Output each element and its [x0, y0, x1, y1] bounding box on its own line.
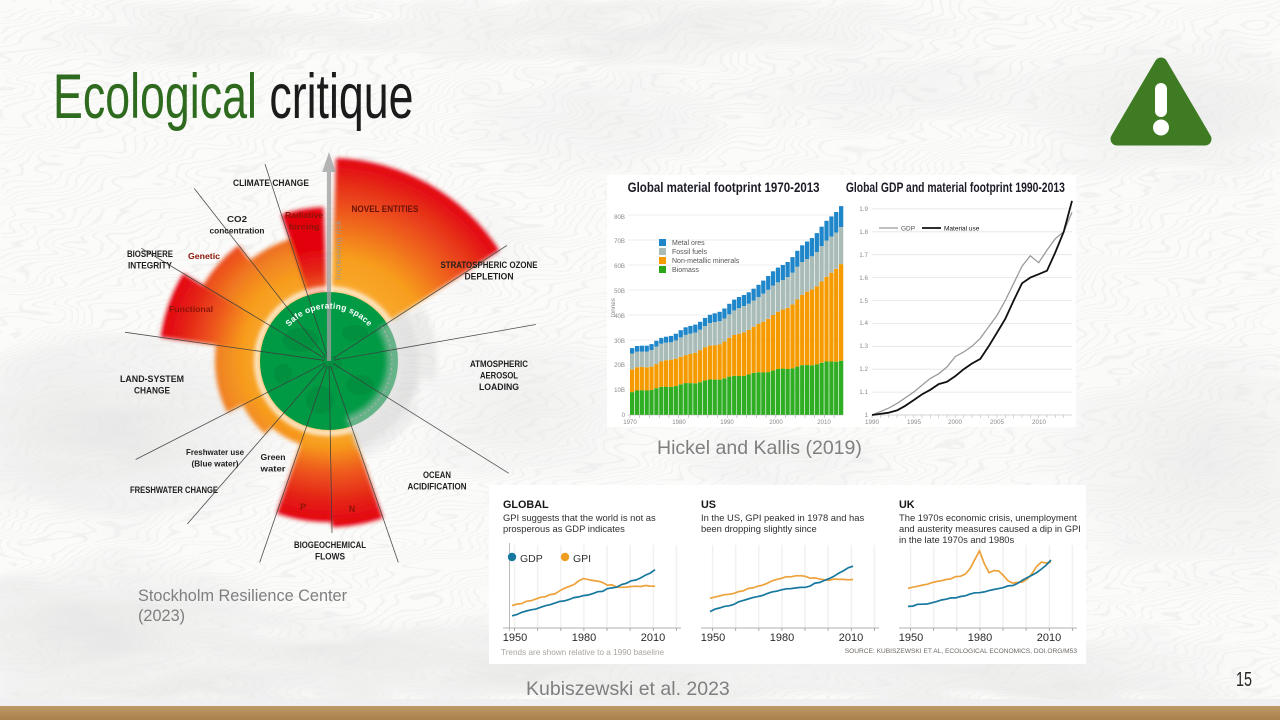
- svg-text:1.6: 1.6: [859, 275, 868, 282]
- svg-text:1950: 1950: [701, 632, 725, 644]
- svg-text:and austerity measures caused: and austerity measures caused a dip in G…: [899, 523, 1081, 534]
- svg-text:LAND-SYSTEM: LAND-SYSTEM: [120, 374, 184, 384]
- svg-text:2010: 2010: [839, 632, 863, 644]
- svg-text:1.9: 1.9: [859, 206, 868, 213]
- svg-text:CHANGE: CHANGE: [134, 386, 170, 396]
- svg-text:2000: 2000: [948, 419, 963, 426]
- svg-text:been dropping slightly since: been dropping slightly since: [701, 523, 817, 534]
- svg-text:1.3: 1.3: [859, 343, 868, 350]
- svg-text:1.8: 1.8: [859, 229, 868, 236]
- svg-text:Freshwater use: Freshwater use: [186, 448, 244, 457]
- svg-text:2000: 2000: [769, 419, 783, 426]
- svg-text:Material use: Material use: [944, 226, 980, 233]
- svg-text:1.5: 1.5: [859, 298, 868, 305]
- svg-text:ATMOSPHERIC: ATMOSPHERIC: [470, 359, 529, 369]
- svg-text:Global GDP and material footpr: Global GDP and material footprint 1990-2…: [846, 180, 1065, 196]
- svg-text:Radiative: Radiative: [285, 211, 323, 220]
- svg-text:US: US: [701, 499, 716, 511]
- svg-text:GLOBAL: GLOBAL: [503, 499, 549, 511]
- svg-text:1980: 1980: [968, 632, 992, 644]
- svg-text:20B: 20B: [614, 362, 625, 369]
- svg-text:CLIMATE CHANGE: CLIMATE CHANGE: [233, 178, 309, 188]
- svg-text:30B: 30B: [614, 338, 625, 345]
- svg-text:2010: 2010: [817, 419, 831, 426]
- svg-text:2010: 2010: [1032, 419, 1047, 426]
- svg-text:NOVEL ENTITIES: NOVEL ENTITIES: [352, 204, 419, 214]
- svg-text:BIOSPHERE: BIOSPHERE: [127, 249, 173, 259]
- svg-text:The 1970s economic crisis, une: The 1970s economic crisis, unemployment: [899, 512, 1077, 523]
- svg-text:LOADING: LOADING: [479, 382, 519, 392]
- svg-text:SOURCE: KUBISZEWSKI ET AL, ECO: SOURCE: KUBISZEWSKI ET AL, ECOLOGICAL EC…: [845, 648, 1078, 655]
- svg-text:forcing: forcing: [289, 223, 320, 232]
- svg-text:10B: 10B: [614, 387, 625, 394]
- svg-text:in the late 1970s and 1980s: in the late 1970s and 1980s: [899, 534, 1015, 545]
- svg-text:P: P: [300, 502, 306, 512]
- svg-text:1: 1: [864, 412, 868, 419]
- svg-text:GPI suggests that the world is: GPI suggests that the world is not as: [503, 512, 656, 523]
- svg-text:In the US, GPI peaked in 1978: In the US, GPI peaked in 1978 and has: [701, 512, 864, 523]
- svg-text:1990: 1990: [720, 419, 734, 426]
- svg-text:0: 0: [622, 412, 626, 419]
- svg-text:40B: 40B: [614, 313, 625, 320]
- svg-text:prosperous as GDP indicates: prosperous as GDP indicates: [503, 523, 625, 534]
- svg-text:1980: 1980: [672, 419, 686, 426]
- svg-text:1980: 1980: [770, 632, 794, 644]
- svg-text:concentration: concentration: [210, 227, 265, 236]
- svg-text:50B: 50B: [614, 288, 625, 295]
- svg-text:1.1: 1.1: [859, 389, 868, 396]
- svg-text:70B: 70B: [614, 238, 625, 245]
- svg-text:1995: 1995: [907, 419, 922, 426]
- svg-text:GPI: GPI: [573, 553, 591, 565]
- svg-text:2005: 2005: [990, 419, 1005, 426]
- svg-text:GDP: GDP: [901, 226, 915, 233]
- svg-text:Green: Green: [261, 453, 286, 462]
- svg-text:BIOGEOCHEMICAL: BIOGEOCHEMICAL: [294, 540, 367, 550]
- svg-text:INTEGRITY: INTEGRITY: [128, 261, 172, 271]
- svg-text:Genetic: Genetic: [188, 252, 220, 261]
- svg-text:Metal ores: Metal ores: [672, 240, 705, 247]
- svg-text:OCEAN: OCEAN: [423, 470, 451, 480]
- svg-text:Non-metallic minerals: Non-metallic minerals: [672, 258, 740, 265]
- svg-text:tonnes: tonnes: [610, 298, 617, 317]
- svg-text:(Blue water): (Blue water): [192, 460, 239, 469]
- svg-text:FRESHWATER CHANGE: FRESHWATER CHANGE: [130, 485, 218, 495]
- svg-text:1970: 1970: [623, 419, 637, 426]
- svg-text:GDP: GDP: [520, 553, 543, 565]
- svg-text:1980: 1980: [572, 632, 596, 644]
- svg-text:STRATOSPHERIC OZONE: STRATOSPHERIC OZONE: [441, 260, 538, 270]
- svg-text:N: N: [349, 504, 355, 514]
- svg-text:Global material footprint 1970: Global material footprint 1970-2013: [628, 180, 820, 195]
- svg-text:Fossil fuels: Fossil fuels: [672, 249, 708, 256]
- svg-text:2010: 2010: [1037, 632, 1061, 644]
- svg-text:UK: UK: [899, 499, 915, 511]
- svg-text:2010: 2010: [641, 632, 665, 644]
- svg-text:1990: 1990: [865, 419, 880, 426]
- svg-text:1950: 1950: [899, 632, 923, 644]
- svg-text:1.4: 1.4: [859, 320, 868, 327]
- svg-text:1950: 1950: [503, 632, 527, 644]
- svg-text:CO2: CO2: [227, 215, 248, 224]
- svg-text:water: water: [259, 465, 286, 474]
- svg-text:FLOWS: FLOWS: [315, 552, 345, 562]
- svg-text:Biomass: Biomass: [672, 267, 699, 274]
- svg-text:AEROSOL: AEROSOL: [480, 371, 519, 381]
- svg-text:80B: 80B: [614, 214, 625, 221]
- svg-text:Increasing risk: Increasing risk: [333, 220, 343, 280]
- svg-text:Functional: Functional: [169, 305, 213, 314]
- svg-text:Trends are shown relative to a: Trends are shown relative to a 1990 base…: [501, 648, 665, 657]
- svg-text:1.7: 1.7: [859, 252, 868, 259]
- svg-text:ACIDIFICATION: ACIDIFICATION: [408, 482, 467, 492]
- svg-text:1.2: 1.2: [859, 366, 868, 373]
- svg-text:60B: 60B: [614, 263, 625, 270]
- svg-text:DEPLETION: DEPLETION: [465, 272, 514, 282]
